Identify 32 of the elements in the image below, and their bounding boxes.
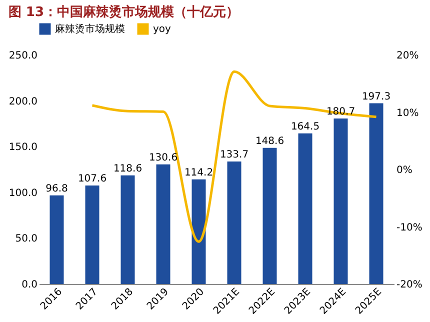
bar — [262, 148, 277, 284]
bar — [85, 185, 100, 284]
bar — [369, 103, 384, 284]
y2-tick-label: 0% — [396, 165, 412, 176]
y2-tick-label: 10% — [396, 108, 419, 119]
data-label: 197.3 — [362, 91, 391, 102]
y-tick-label: 200.0 — [8, 96, 38, 108]
legend-label: 麻辣烫市场规模 — [55, 23, 125, 35]
bar — [227, 162, 242, 284]
y2-tick-label: 20% — [396, 50, 419, 62]
bar — [192, 179, 206, 284]
bar — [156, 164, 170, 284]
y2-tick-label: -10% — [396, 222, 422, 234]
y-tick-label: 250.0 — [8, 50, 38, 62]
data-label: 118.6 — [113, 163, 142, 174]
y-tick-label: 150.0 — [8, 142, 38, 154]
bar — [120, 175, 135, 284]
bar — [298, 133, 312, 284]
data-label: 148.6 — [255, 136, 284, 147]
y-tick-label: 0.0 — [22, 280, 38, 290]
data-label: 107.6 — [78, 173, 107, 184]
data-label: 114.2 — [184, 167, 214, 178]
y2-tick-label: -20% — [396, 280, 422, 290]
bar — [50, 195, 64, 284]
y-tick-label: 100.0 — [8, 188, 38, 199]
legend-label: yoy — [153, 24, 172, 35]
bar — [334, 118, 348, 284]
data-label: 164.5 — [290, 121, 320, 132]
chart-title: 图 13：中国麻辣烫市场规模（十亿元） — [8, 4, 239, 20]
data-label: 133.7 — [220, 150, 249, 161]
y-tick-label: 50.0 — [15, 234, 38, 245]
data-label: 96.8 — [46, 183, 68, 194]
